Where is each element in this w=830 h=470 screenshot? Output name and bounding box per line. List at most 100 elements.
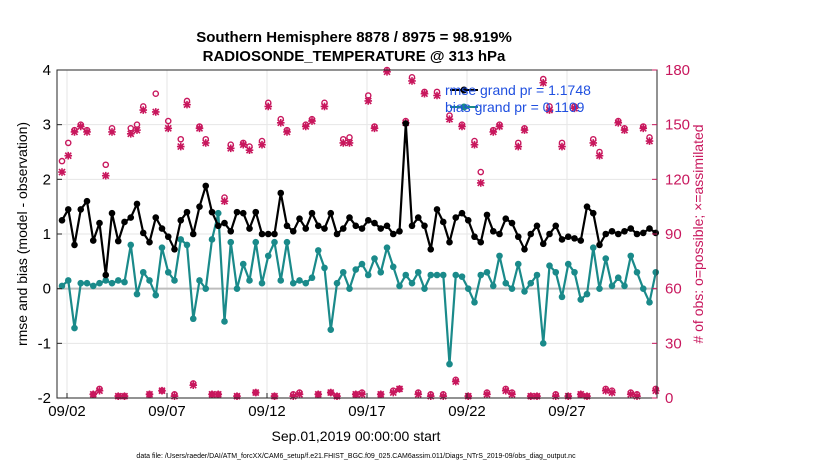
rmse-point <box>589 209 597 217</box>
rmse-point <box>133 200 141 208</box>
rmse-point <box>521 246 528 253</box>
bias-point <box>83 279 91 287</box>
assimilated-obs-point <box>520 126 529 134</box>
assimilated-obs-point <box>89 390 98 399</box>
assimilated-obs-point <box>283 128 291 136</box>
possible-obs-point <box>152 90 160 97</box>
assimilated-obs-point <box>64 151 73 160</box>
assimilated-obs-point <box>383 68 391 76</box>
y-right-tick-label: 150 <box>665 117 690 134</box>
rmse-point <box>427 246 435 253</box>
rmse-point <box>246 225 253 232</box>
bias-point <box>571 268 578 276</box>
bias-point <box>383 244 391 251</box>
rmse-point <box>64 206 72 213</box>
rmse-point <box>389 230 397 238</box>
assimilated-obs-point <box>620 126 629 134</box>
bias-point <box>71 324 78 332</box>
rmse-point <box>77 206 85 213</box>
bias-point <box>258 279 266 287</box>
rmse-point <box>283 222 291 230</box>
assimilated-obs-point <box>351 390 360 399</box>
rmse-point <box>496 230 503 238</box>
bias-point <box>214 209 222 217</box>
rmse-point <box>577 237 585 244</box>
assimilated-obs-point <box>333 392 341 400</box>
bias-point <box>164 268 172 276</box>
bias-point <box>271 238 278 246</box>
assimilated-obs-point <box>464 392 473 400</box>
rmse-point <box>196 203 203 210</box>
bias-point <box>577 296 585 303</box>
bias-point <box>408 279 416 287</box>
bias-point <box>246 277 253 284</box>
bias-point <box>102 277 110 284</box>
bias-point <box>139 268 147 276</box>
assimilated-obs-point <box>126 129 135 138</box>
assimilated-obs-point <box>414 390 423 399</box>
assimilated-obs-point <box>426 392 435 400</box>
bias-point <box>333 279 341 287</box>
assimilated-obs-point <box>645 137 654 145</box>
assimilated-obs-point <box>70 128 79 136</box>
assimilated-obs-point <box>289 392 298 400</box>
assimilated-obs-point <box>576 390 585 399</box>
assimilated-obs-point <box>526 392 535 400</box>
bias-point <box>158 244 166 251</box>
bias-point <box>614 274 622 282</box>
rmse-point <box>627 225 635 232</box>
bias-point <box>264 252 272 260</box>
bias-point <box>371 255 378 262</box>
x-tick-label: 09/02 <box>48 403 86 420</box>
assimilated-obs-point <box>451 377 460 386</box>
x-tick-label: 09/22 <box>448 403 486 420</box>
rmse-point <box>471 233 478 241</box>
assimilated-obs-point <box>264 102 273 111</box>
rmse-point <box>621 227 628 235</box>
bias-point <box>221 318 228 325</box>
bias-point <box>146 277 153 284</box>
assimilated-obs-point <box>501 386 510 395</box>
bias-point <box>452 271 460 279</box>
y-right-tick-label: 180 <box>665 62 690 79</box>
y-right-tick-label: 60 <box>665 281 682 298</box>
assimilated-obs-point <box>389 388 398 397</box>
assimilated-obs-point <box>408 77 416 85</box>
bias-point <box>283 238 291 246</box>
assimilated-obs-point <box>208 390 216 399</box>
bias-point <box>414 268 422 276</box>
assimilated-obs-point <box>83 128 91 136</box>
rmse-point <box>452 214 460 221</box>
assimilated-obs-point <box>445 115 454 123</box>
rmse-point <box>239 209 247 217</box>
bias-point <box>352 266 360 273</box>
bias-point <box>514 260 522 268</box>
rmse-point <box>533 222 541 230</box>
rmse-point <box>271 230 278 238</box>
rmse-point <box>314 222 322 230</box>
rmse-point <box>308 209 316 217</box>
rmse-point <box>108 209 116 217</box>
bias-point <box>308 274 316 282</box>
rmse-point <box>508 219 516 227</box>
bias-point <box>314 247 322 254</box>
bias-point <box>552 268 560 276</box>
bias-point <box>583 290 591 298</box>
bias-point <box>152 291 160 299</box>
bias-point <box>633 268 641 276</box>
assimilated-obs-point <box>239 140 248 149</box>
assimilated-obs-point <box>651 386 660 395</box>
rmse-point <box>552 222 560 230</box>
bias-point <box>177 236 185 243</box>
bias-point <box>289 279 297 287</box>
bias-point <box>208 236 216 243</box>
bias-line <box>61 212 657 366</box>
assimilated-obs-point <box>183 100 191 109</box>
rmse-point <box>114 237 122 245</box>
bias-point <box>533 271 541 279</box>
bias-point <box>396 282 403 290</box>
assimilated-obs-point <box>108 128 116 136</box>
bias-point <box>427 271 435 279</box>
assimilated-obs-point <box>345 139 354 147</box>
rmse-point <box>189 230 197 238</box>
